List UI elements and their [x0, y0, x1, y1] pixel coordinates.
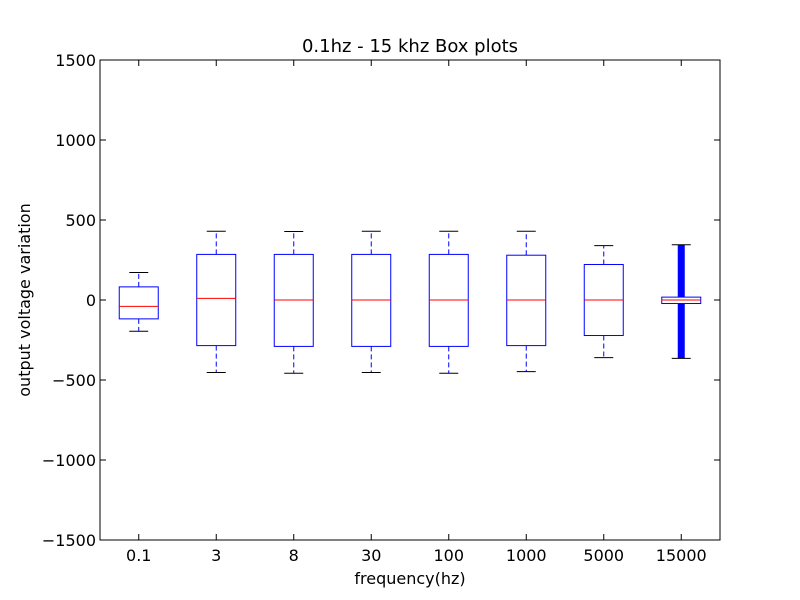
plot-area — [118, 230, 702, 374]
box-1000 — [506, 230, 547, 373]
y-tick-label: 500 — [65, 211, 96, 230]
x-tick-label: 8 — [289, 546, 299, 565]
box-iqr — [196, 253, 237, 347]
plot-frame — [99, 59, 721, 541]
y-tick-label: −1000 — [42, 451, 96, 470]
chart-title: 0.1hz - 15 khz Box plots — [302, 36, 518, 57]
box-0_1 — [118, 271, 159, 332]
x-axis: 0.1 3 8 30 100 1000 5000 15000 — [126, 60, 707, 565]
upper-whisker — [677, 244, 685, 298]
x-tick-label: 1000 — [506, 546, 547, 565]
box-8 — [273, 231, 314, 374]
y-tick-label: −1500 — [42, 531, 96, 550]
box-iqr — [118, 286, 159, 320]
x-tick-label: 30 — [361, 546, 381, 565]
lower-whisker — [677, 303, 685, 359]
box-100 — [428, 230, 469, 374]
box-5000 — [583, 245, 624, 359]
y-tick-label: −500 — [52, 371, 96, 390]
x-tick-label: 15000 — [656, 546, 707, 565]
y-tick-label: 0 — [86, 291, 96, 310]
y-axis: 1500 1000 500 0 −500 −1000 −1500 — [42, 51, 720, 550]
box-15000 — [661, 244, 702, 359]
x-tick-label: 3 — [211, 546, 221, 565]
x-tick-label: 5000 — [583, 546, 624, 565]
y-tick-label: 1500 — [55, 51, 96, 70]
box-3 — [196, 230, 237, 373]
x-axis-label: frequency(hz) — [354, 569, 465, 588]
box-30 — [351, 230, 392, 373]
x-tick-label: 100 — [433, 546, 464, 565]
y-tick-label: 1000 — [55, 131, 96, 150]
y-axis-label: output voltage variation — [15, 203, 34, 396]
x-tick-label: 0.1 — [126, 546, 151, 565]
